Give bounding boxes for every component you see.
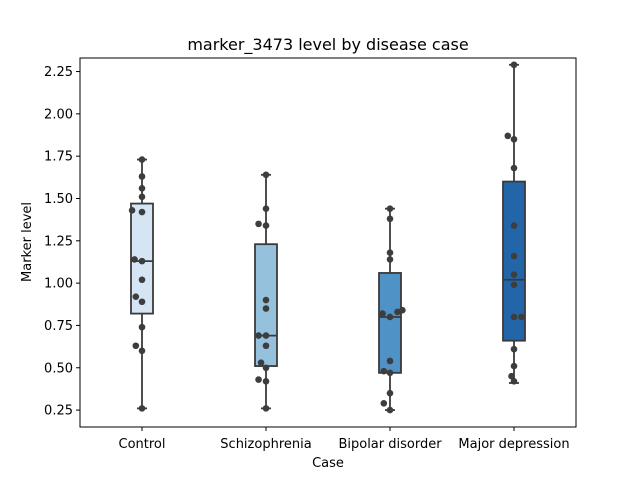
- data-point: [262, 332, 270, 339]
- data-point: [138, 298, 146, 306]
- data-point: [510, 345, 518, 353]
- data-point: [386, 256, 394, 263]
- data-point: [510, 164, 518, 172]
- data-point: [262, 342, 270, 350]
- data-point: [262, 305, 270, 312]
- data-point: [255, 332, 262, 339]
- y-tick-label: 0.75: [44, 319, 73, 334]
- data-point: [255, 376, 262, 383]
- data-point: [262, 205, 270, 212]
- data-point: [380, 400, 388, 407]
- data-point: [132, 293, 140, 300]
- data-point: [262, 296, 270, 304]
- data-point: [128, 207, 136, 214]
- data-point: [262, 405, 270, 412]
- data-point: [510, 313, 518, 321]
- data-point: [262, 377, 270, 385]
- y-axis: 0.25 0.50 0.75 1.00 1.25 1.50 1.75 2.00 2.25: [44, 65, 80, 419]
- x-axis-label: Case: [312, 456, 344, 471]
- data-point: [138, 208, 146, 216]
- data-point: [262, 222, 270, 229]
- data-point: [132, 342, 140, 350]
- x-tick-label: Schizophrenia: [220, 437, 311, 452]
- data-point: [255, 220, 262, 228]
- data-point: [138, 257, 146, 265]
- data-point: [138, 276, 146, 284]
- data-point: [138, 347, 146, 355]
- y-tick-label: 0.50: [44, 361, 73, 376]
- x-tick-label: Control: [119, 437, 166, 452]
- data-point: [262, 171, 270, 179]
- y-tick-label: 0.25: [44, 404, 73, 419]
- data-point: [386, 313, 394, 321]
- y-axis-label: Marker level: [20, 202, 35, 282]
- box-iqr: [502, 180, 526, 342]
- plot-area: [128, 61, 526, 414]
- data-point: [386, 369, 394, 377]
- data-point: [138, 185, 146, 192]
- y-tick-label: 2.00: [44, 107, 73, 122]
- data-point: [399, 306, 406, 314]
- y-tick-label: 1.50: [44, 192, 73, 207]
- data-point: [379, 310, 386, 317]
- swarm-points: [379, 205, 406, 414]
- swarm-points: [504, 61, 525, 385]
- plot-frame: [79, 57, 577, 428]
- data-point: [394, 308, 401, 316]
- data-point: [510, 61, 518, 69]
- data-point: [386, 215, 394, 223]
- swarm-points: [255, 171, 270, 412]
- data-point: [257, 359, 265, 366]
- x-axis: Control Schizophrenia Bipolar disorder Majo…: [119, 427, 570, 452]
- swarm-points: [128, 156, 146, 412]
- data-point: [510, 271, 518, 278]
- box-group: [502, 63, 526, 384]
- data-point: [138, 156, 146, 163]
- data-point: [386, 389, 394, 397]
- data-point: [510, 362, 518, 370]
- chart-title: marker_3473 level by disease case: [187, 35, 468, 55]
- data-point: [386, 249, 394, 256]
- data-point: [510, 222, 518, 229]
- data-point: [138, 193, 146, 201]
- x-tick-label: Bipolar disorder: [338, 437, 442, 452]
- data-point: [510, 252, 518, 260]
- data-point: [380, 367, 388, 375]
- data-point: [504, 132, 512, 140]
- data-point: [386, 205, 394, 212]
- x-tick-label: Major depression: [458, 437, 569, 452]
- data-point: [510, 281, 518, 289]
- data-point: [138, 405, 146, 412]
- data-point: [131, 256, 138, 263]
- y-tick-label: 1.25: [44, 234, 73, 249]
- data-point: [510, 135, 518, 143]
- data-point: [262, 364, 270, 372]
- y-tick-label: 1.75: [44, 150, 73, 165]
- data-point: [138, 173, 146, 180]
- y-tick-label: 1.00: [44, 277, 73, 292]
- data-point: [510, 377, 518, 385]
- data-point: [518, 313, 525, 321]
- y-tick-label: 2.25: [44, 65, 73, 80]
- data-point: [386, 406, 394, 414]
- data-point: [138, 323, 146, 331]
- data-point: [508, 372, 515, 380]
- data-point: [386, 357, 394, 365]
